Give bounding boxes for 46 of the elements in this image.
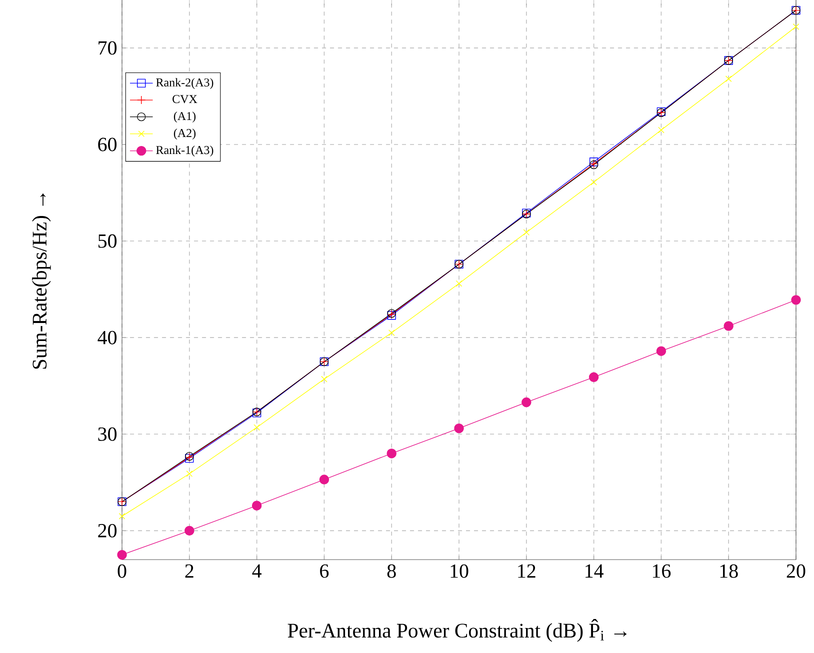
- x-tick-label: 12: [518, 564, 536, 578]
- point: [386, 448, 396, 458]
- point: [456, 280, 462, 287]
- point: [321, 376, 328, 382]
- point: [725, 76, 732, 82]
- y-tick-label: 30: [98, 427, 117, 441]
- y-axis-title: Sum-Rate(bps/Hz) →: [32, 194, 51, 369]
- x-tick-label: 2: [185, 564, 194, 578]
- y-tick-label: 40: [98, 330, 117, 344]
- x-tick-label: 4: [252, 564, 262, 578]
- y-tick-label: 60: [98, 138, 117, 152]
- point: [118, 513, 126, 520]
- y-tick-label: 70: [98, 41, 117, 55]
- legend-label: Rank-2(A3): [156, 78, 214, 89]
- point: [252, 500, 262, 510]
- point: [656, 346, 666, 356]
- point: [523, 229, 530, 236]
- x-tick-label: 0: [118, 564, 126, 578]
- point: [724, 321, 734, 331]
- point: [186, 470, 193, 477]
- y-tick-label: 20: [98, 524, 117, 538]
- legend-label: CVX: [172, 95, 198, 104]
- x-tick-label: 10: [450, 564, 468, 578]
- point: [117, 550, 127, 560]
- x-tick-label: 6: [320, 564, 329, 578]
- point: [184, 526, 194, 536]
- legend-label: (A1): [174, 112, 196, 123]
- x-tick-label: 16: [652, 564, 671, 578]
- x-tick-label: 8: [387, 564, 396, 578]
- legend-label: Rank-1(A3): [156, 146, 214, 157]
- point: [388, 330, 395, 336]
- x-tick-label: 20: [786, 564, 806, 578]
- point: [522, 397, 532, 408]
- x-axis-title: Per-Antenna Power Constraint (dB) P̂$_{i}$ →: [288, 619, 627, 642]
- point: [454, 423, 464, 434]
- point: [590, 178, 597, 186]
- point: [792, 24, 800, 30]
- point: [319, 474, 330, 484]
- point: [588, 372, 599, 382]
- point: [254, 424, 260, 431]
- y-tick-label: 50: [98, 234, 117, 248]
- point: [658, 126, 664, 134]
- point: [791, 295, 801, 305]
- x-tick-label: 14: [586, 564, 604, 578]
- x-tick-label: 18: [720, 564, 738, 578]
- legend-label: (A2): [174, 128, 196, 140]
